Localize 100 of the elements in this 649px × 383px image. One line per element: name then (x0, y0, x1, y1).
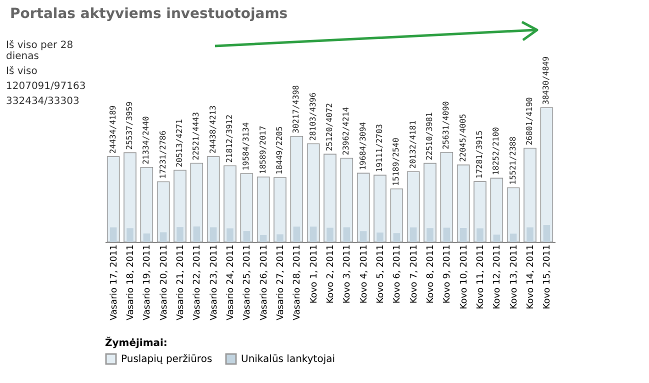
bar (206, 156, 220, 242)
bar (176, 227, 184, 242)
bar (340, 158, 354, 242)
x-tick-label: Kovo 3, 2011 (342, 244, 353, 304)
bar (293, 226, 300, 242)
data-label: 17281/3915 (475, 130, 484, 179)
x-tick-label: Vasario 21, 2011 (176, 244, 186, 320)
bar (393, 233, 400, 242)
data-label: 18589/2017 (258, 126, 268, 174)
x-tick-label: Vasario 27, 2011 (276, 244, 286, 320)
bar (476, 228, 484, 242)
x-tick-label: Kovo 12, 2011 (492, 244, 503, 310)
x-tick-label: Vasario 26, 2011 (259, 244, 270, 320)
bar (510, 234, 517, 242)
x-tick-label: Vasario 19, 2011 (142, 244, 153, 320)
x-tick-label: Kovo 1, 2011 (309, 244, 320, 304)
bar (456, 164, 470, 242)
bar (110, 227, 117, 242)
bar (506, 187, 520, 242)
bar (156, 181, 170, 242)
bar (326, 228, 334, 242)
bar (276, 234, 284, 242)
bar (526, 227, 534, 242)
x-tick-label: Vasario 25, 2011 (242, 244, 253, 320)
bar (524, 148, 536, 242)
bar (306, 143, 320, 242)
bar (243, 231, 250, 242)
data-label: 19584/3134 (242, 122, 251, 171)
x-tick-label: Kovo 7, 2011 (409, 244, 420, 304)
data-label: 20513/4271 (175, 118, 184, 168)
legend-title: Žymėjimai: (105, 336, 168, 349)
bar (260, 234, 267, 242)
bar (124, 152, 136, 242)
bar (543, 225, 550, 242)
text: 1207091/97163 (6, 81, 87, 92)
data-label: 17231/2786 (158, 130, 168, 179)
x-tick-label: Vasario 17, 2011 (109, 244, 120, 320)
data-label: 23962/4214 (342, 106, 351, 156)
bar (374, 174, 386, 242)
bar (256, 176, 270, 242)
x-tick-label: Vasario 18, 2011 (126, 244, 136, 320)
bar (240, 173, 254, 242)
x-tick-label: Kovo 8, 2011 (426, 244, 436, 304)
x-tick-label: Vasario 20, 2011 (159, 244, 170, 320)
bar (143, 233, 150, 242)
data-label: 24438/4213 (208, 105, 218, 154)
data-label: 19684/3094 (358, 122, 368, 170)
bar (356, 172, 370, 242)
x-tick-label: Kovo 6, 2011 (392, 244, 403, 304)
bar (106, 156, 120, 242)
data-label: 21812/3912 (225, 114, 234, 163)
x-tick-label: Kovo 15, 2011 (542, 244, 553, 310)
bar (440, 152, 454, 242)
bar (324, 154, 336, 242)
data-label: 30217/4398 (292, 84, 301, 134)
x-tick-label: Kovo 11, 2011 (476, 244, 486, 310)
data-label: 18449/2205 (275, 126, 284, 174)
legend-label: Unikalūs lankytojai (241, 354, 336, 365)
x-tick-label: Vasario 22, 2011 (192, 244, 203, 320)
data-label: 22521/4443 (192, 112, 201, 160)
bar (490, 178, 504, 242)
bar (160, 232, 167, 242)
legend-label: Puslapių peržiūros (121, 354, 212, 365)
bar (310, 226, 317, 242)
data-label: 20132/4181 (408, 120, 418, 169)
data-label: 25537/3959 (125, 101, 134, 150)
data-label: 38430/4849 (542, 56, 551, 105)
bar (140, 167, 154, 242)
bar (410, 227, 417, 242)
bar (460, 228, 467, 242)
chart-title: Portalas aktyviems investuotojams (10, 6, 288, 22)
data-label: 15521/2388 (508, 136, 518, 185)
bar (426, 228, 434, 242)
text: Iš viso (6, 66, 38, 77)
x-tick-label: Vasario 23, 2011 (209, 244, 220, 320)
bar (390, 188, 404, 242)
bar (274, 177, 286, 242)
x-tick-label: Vasario 24, 2011 (226, 244, 236, 320)
data-label: 26801/4190 (525, 96, 534, 146)
bar (193, 226, 200, 242)
bar (376, 232, 384, 242)
bar (540, 107, 554, 242)
x-tick-label: Kovo 4, 2011 (359, 244, 370, 304)
x-tick-label: Vasario 28, 2011 (292, 244, 303, 320)
data-label: 24434/4189 (108, 105, 118, 154)
data-label: 21334/2440 (142, 116, 151, 164)
bar (290, 136, 304, 242)
data-label: 25120/4072 (325, 102, 334, 152)
data-label: 22510/3981 (425, 112, 434, 160)
x-tick-label: Kovo 2, 2011 (326, 244, 336, 304)
data-label: 15189/2540 (392, 138, 401, 186)
data-label: 18252/2100 (492, 126, 501, 176)
bar (226, 228, 234, 242)
x-tick-label: Kovo 10, 2011 (459, 244, 470, 310)
x-tick-label: Kovo 14, 2011 (526, 244, 536, 310)
bar (443, 228, 450, 242)
bar (343, 227, 350, 242)
x-tick-label: Kovo 13, 2011 (509, 244, 520, 310)
data-label: 25631/4090 (442, 101, 451, 150)
x-tick-label: Kovo 5, 2011 (376, 244, 386, 304)
